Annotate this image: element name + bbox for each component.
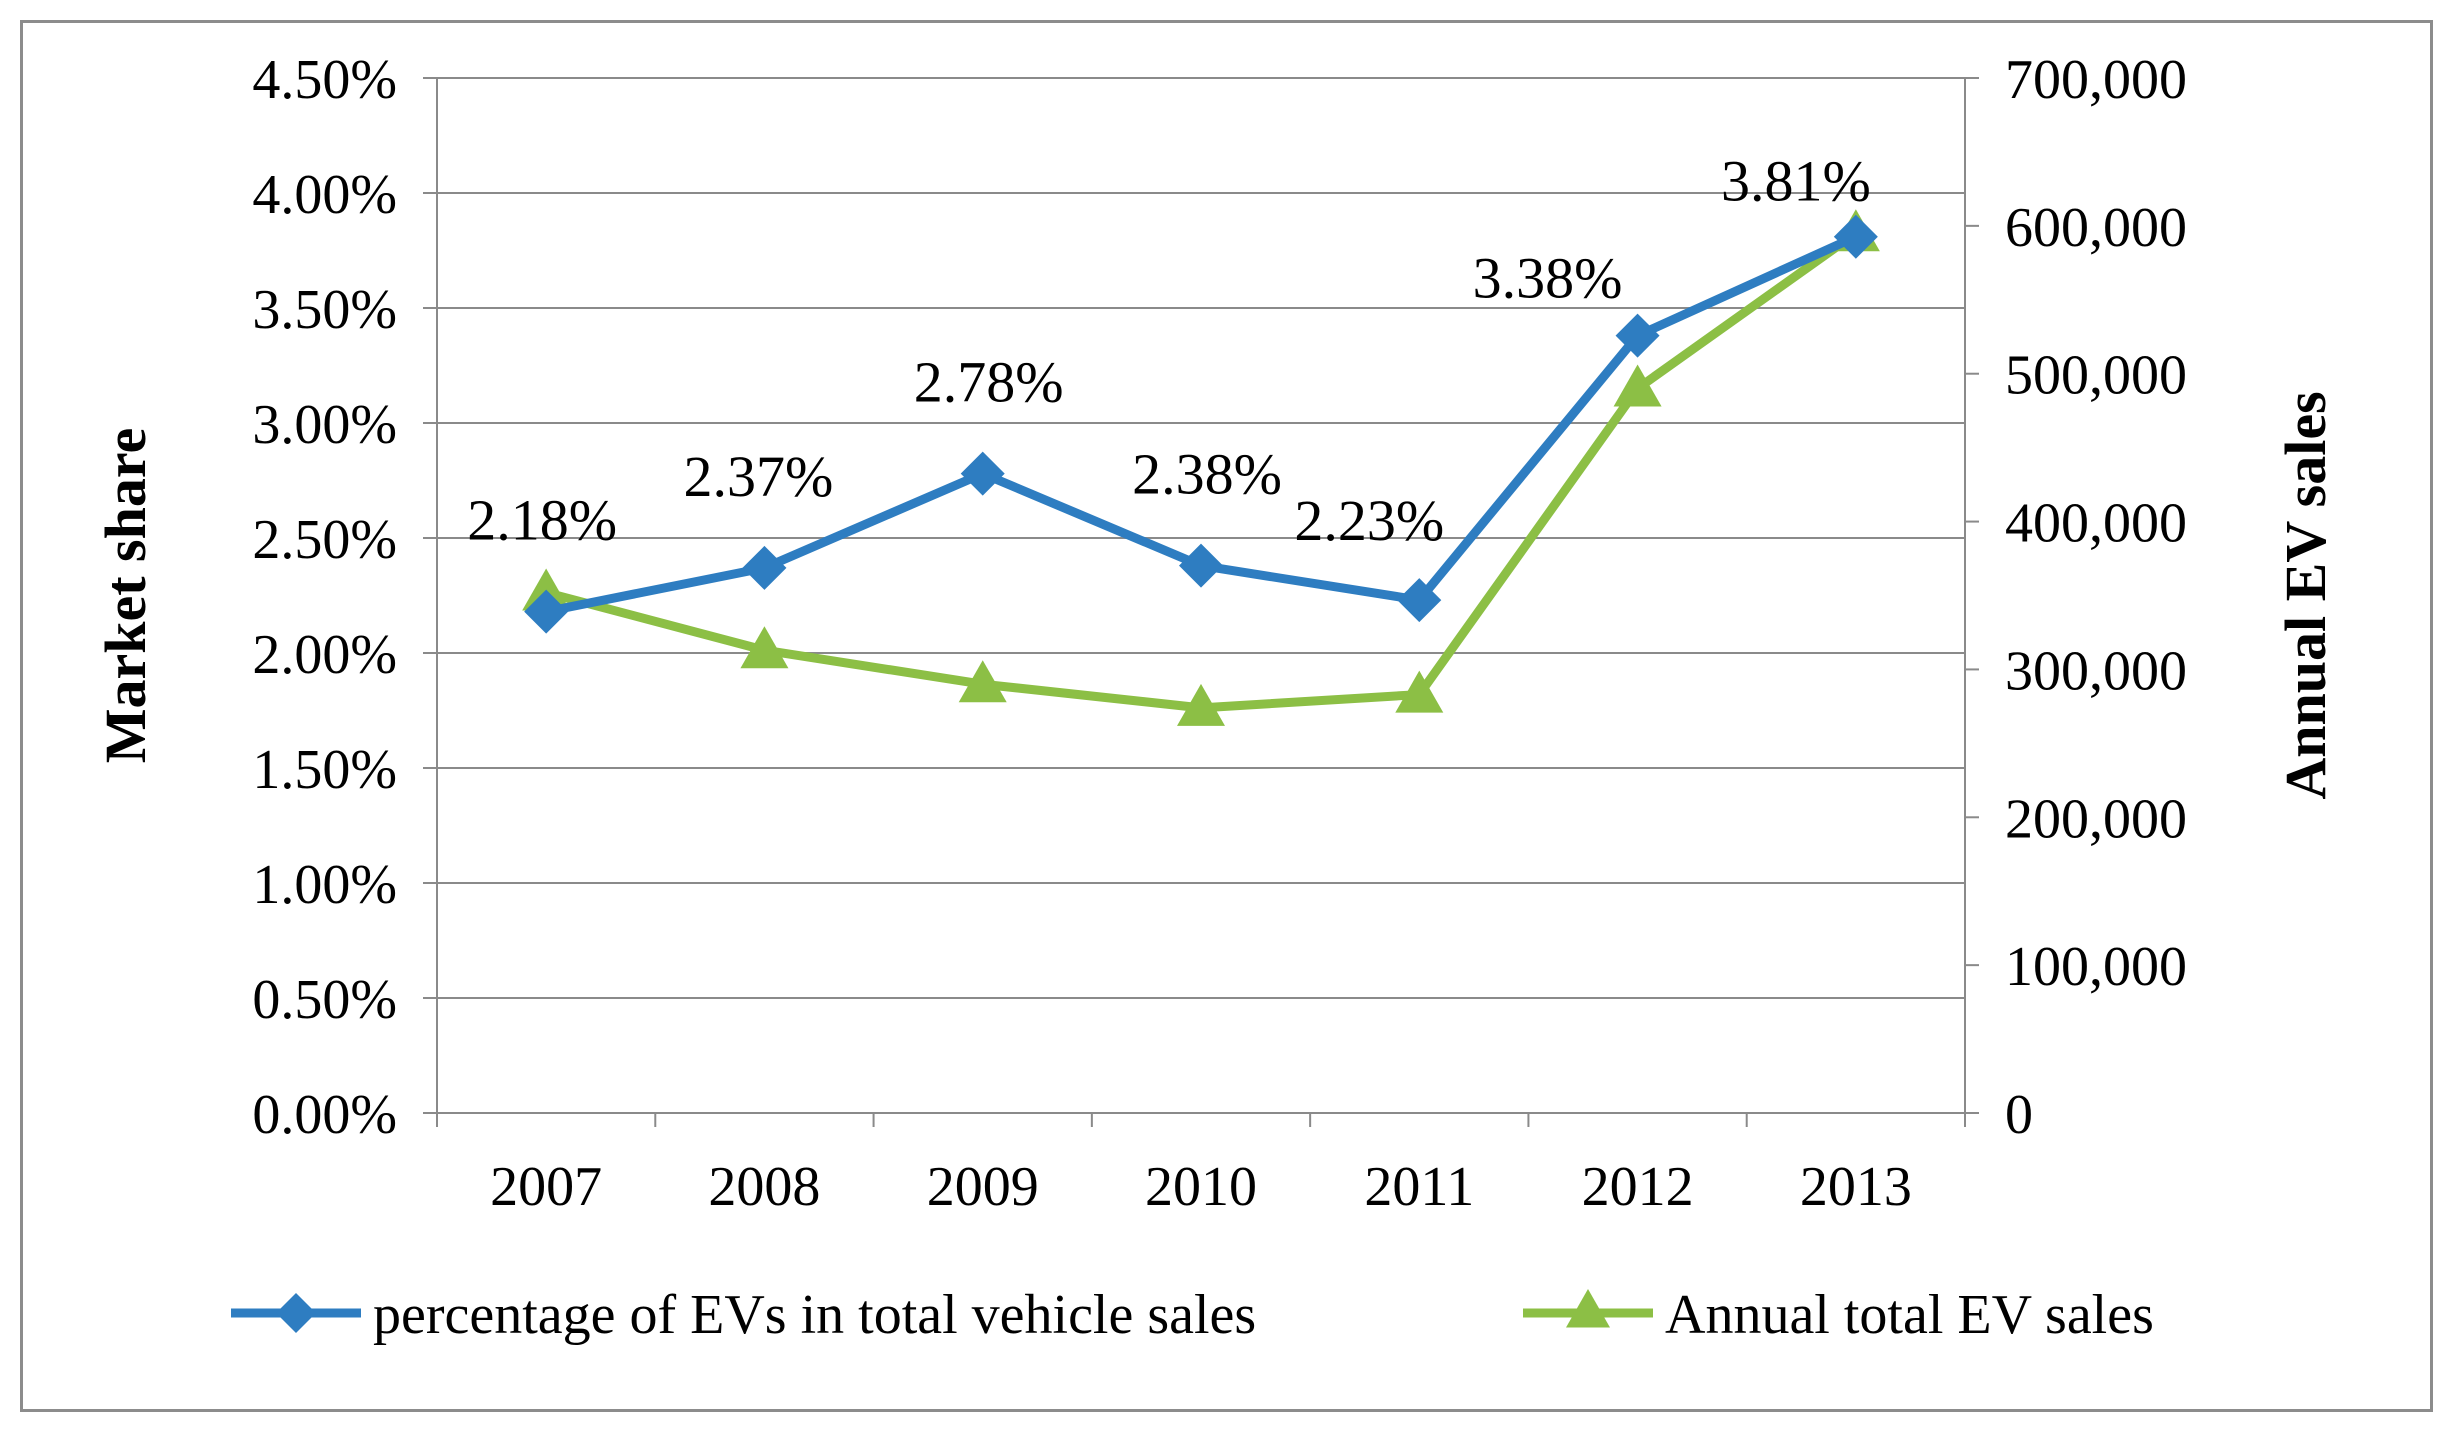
diamond-marker (1615, 313, 1660, 358)
y-left-tick-label: 1.50% (252, 739, 397, 801)
diamond-marker (1833, 214, 1878, 259)
x-tick-label: 2013 (1800, 1156, 1912, 1218)
y-right-tick-label: 600,000 (2005, 197, 2187, 259)
y-left-tick-label: 2.50% (252, 509, 397, 571)
data-label: 3.81% (1721, 149, 1871, 214)
y-left-tick-label: 3.00% (252, 394, 397, 456)
diamond-marker (276, 1293, 316, 1333)
series (522, 209, 1880, 726)
y-left-tick-label: 4.50% (252, 49, 397, 111)
y-left-tick-label: 2.00% (252, 624, 397, 686)
legend-label: Annual total EV sales (1665, 1284, 2154, 1346)
data-label: 2.18% (467, 488, 617, 553)
y-right-tick-label: 200,000 (2005, 788, 2187, 850)
triangle-marker (1613, 364, 1662, 407)
diamond-marker (1179, 543, 1223, 588)
y-right-tick-label: 500,000 (2005, 345, 2187, 407)
y-left-tick-label: 4.00% (252, 164, 397, 226)
y-right-tick-label: 300,000 (2005, 640, 2187, 702)
legend: percentage of EVs in total vehicle sales… (231, 1284, 2154, 1346)
data-label: 2.78% (914, 350, 1064, 415)
y-left-tick-label: 1.00% (252, 854, 397, 916)
chart-svg: 0.00% 0.50% 1.00% 1.50% 2.00% 2.50% 3.00% 3.50%… (93, 49, 2338, 1346)
data-label: 2.37% (684, 444, 834, 509)
x-tick-label: 2012 (1582, 1156, 1694, 1218)
y-left-tick-label: 3.50% (252, 279, 397, 341)
diamond-marker (524, 589, 569, 634)
triangle-marker (958, 660, 1007, 703)
x-tick-label: 2007 (490, 1156, 602, 1218)
axes: 0.00% 0.50% 1.00% 1.50% 2.00% 2.50% 3.00% 3.50%… (252, 49, 2187, 1218)
diamond-marker (960, 451, 1005, 496)
data-labels: 2.18% 2.37% 2.78% 2.38%2.23% 3.38% 3.81% (467, 149, 1871, 553)
y-axis-left-title: Market share (93, 428, 158, 764)
triangle-marker (1566, 1289, 1610, 1328)
data-label: 2.38% (1132, 442, 1282, 507)
x-tick-label: 2011 (1364, 1156, 1474, 1218)
y-right-tick-label: 400,000 (2005, 493, 2187, 555)
y-right-tick-label: 0 (2005, 1084, 2033, 1146)
y-right-tick-label: 100,000 (2005, 936, 2187, 998)
triangle-marker (740, 626, 789, 669)
data-label: 2.23% (1294, 488, 1444, 553)
x-tick-label: 2010 (1145, 1156, 1257, 1218)
triangle-marker (1395, 670, 1444, 713)
y-left-tick-label: 0.00% (252, 1084, 397, 1146)
legend-label: percentage of EVs in total vehicle sales (373, 1284, 1256, 1346)
y-right-tick-label: 700,000 (2005, 49, 2187, 111)
triangle-marker (522, 568, 571, 611)
y-left-tick-label: 0.50% (252, 969, 397, 1031)
chart-frame: 0.00% 0.50% 1.00% 1.50% 2.00% 2.50% 3.00% 3.50%… (20, 20, 2433, 1412)
x-tick-label: 2009 (927, 1156, 1039, 1218)
diamond-marker (742, 545, 787, 590)
y-axis-right-title: Annual EV sales (2273, 391, 2338, 799)
gridlines (437, 77, 1965, 999)
data-label: 3.38% (1473, 246, 1623, 311)
triangle-marker (1177, 683, 1225, 726)
x-tick-label: 2008 (708, 1156, 820, 1218)
diamond-marker (1397, 578, 1442, 623)
